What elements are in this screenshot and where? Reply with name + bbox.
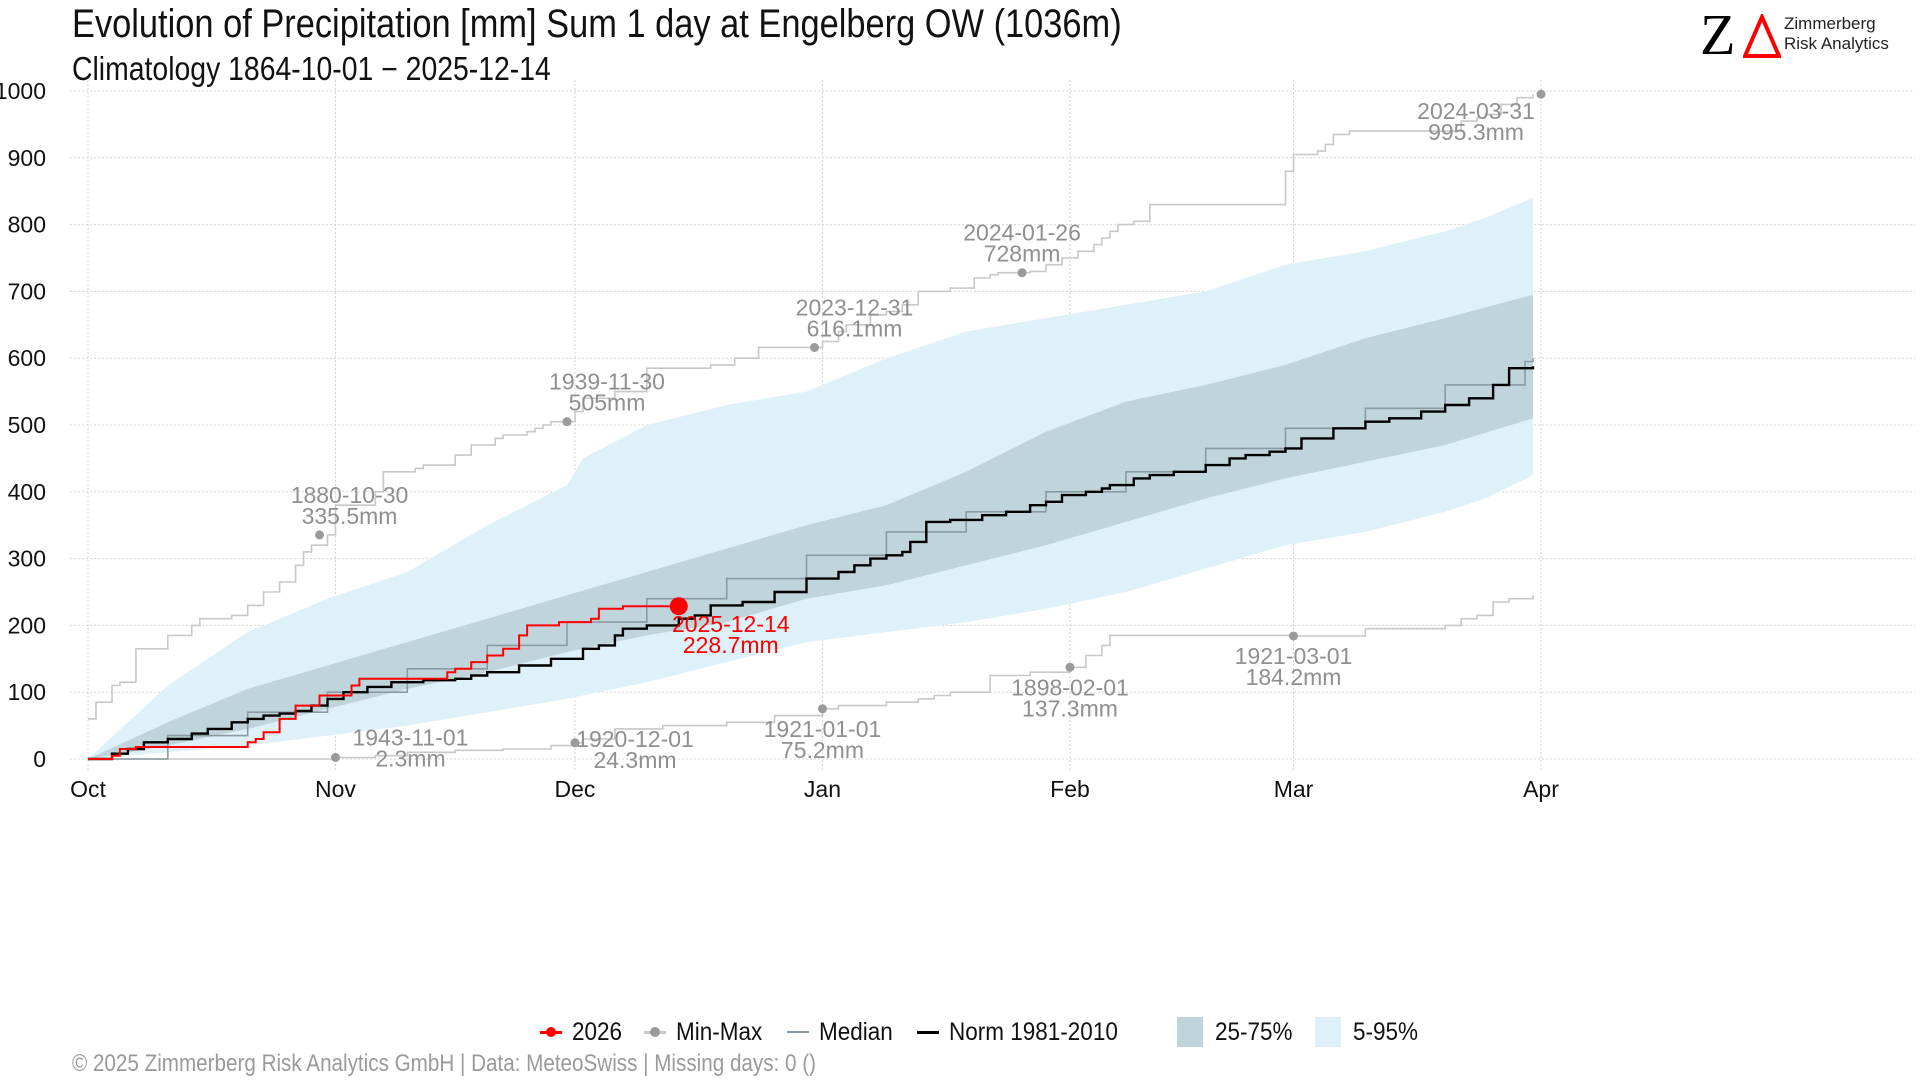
chart-title: Evolution of Precipitation [mm] Sum 1 da… [72, 2, 1122, 46]
logo-line2: Risk Analytics [1784, 34, 1889, 53]
chart-subtitle: Climatology 1864-10-01 − 2025-12-14 [72, 50, 551, 87]
annotation-value: 75.2mm [781, 737, 864, 763]
annotation-value: 24.3mm [593, 747, 676, 773]
current-point [669, 597, 688, 616]
y-tick-label: 100 [8, 679, 46, 705]
extreme-point [570, 738, 580, 748]
y-tick-label: 800 [8, 212, 46, 238]
annotation-value: 137.3mm [1022, 695, 1118, 721]
band-25-75 [88, 294, 1533, 759]
y-tick-label: 900 [8, 145, 46, 171]
annotation-value: 2.3mm [375, 745, 445, 771]
annotation-date: 2025-12-14 [672, 611, 790, 637]
legend-item-5-95: 5-95% [1315, 1017, 1425, 1047]
y-tick-label: 400 [8, 479, 46, 505]
min-line [88, 595, 1534, 760]
legend-label: Norm 1981-2010 [949, 1017, 1119, 1046]
annotation-value: 228.7mm [683, 632, 779, 658]
x-tick-label: Nov [315, 776, 356, 802]
legend-key-min-max [642, 1019, 668, 1045]
annotation-date: 1920-12-01 [576, 726, 694, 752]
legend-key-norm [915, 1019, 941, 1045]
annotation-value: 505mm [569, 390, 646, 416]
extreme-point [1017, 268, 1027, 278]
legend-item-25-75: 25-75% [1151, 1017, 1301, 1047]
extreme-point [315, 530, 325, 540]
y-axis-ticks: 0 100 200 300 400 500 600 700 800 900 1000 [0, 78, 46, 772]
current-year-line [88, 605, 679, 760]
legend-label: 25-75% [1215, 1017, 1293, 1046]
legend-label: Min-Max [675, 1017, 762, 1046]
y-tick-label: 600 [8, 345, 46, 371]
legend: 2026 Min-Max Median Norm 1981-2010 25-75… [538, 1015, 1440, 1049]
annotation-points [315, 89, 1546, 762]
annotation-value: 728mm [984, 241, 1061, 267]
y-tick-label: 200 [8, 612, 46, 638]
annotation-value: 335.5mm [302, 503, 398, 529]
logo-line1: Zimmerberg [1784, 14, 1876, 33]
annotation-date: 2024-01-26 [963, 220, 1081, 246]
x-axis-ticks: Oct Nov Dec Jan Feb Mar Apr [70, 776, 1559, 802]
annotation-date: 1943-11-01 [353, 724, 469, 750]
company-logo: Z Zimmerberg Risk Analytics [1700, 6, 1910, 64]
max-line [88, 94, 1534, 720]
logo-triangle-icon [1743, 14, 1781, 58]
legend-label: 5-95% [1353, 1017, 1419, 1046]
x-tick-label: Feb [1050, 776, 1090, 802]
annotation-date: 2024-03-31 [1417, 98, 1535, 124]
norm-line [88, 366, 1535, 761]
annotation-date: 1880-10-30 [291, 482, 409, 508]
annotation-date: 1898-02-01 [1011, 674, 1129, 700]
footer-credits: © 2025 Zimmerberg Risk Analytics GmbH | … [72, 1050, 816, 1077]
y-tick-label: 300 [8, 546, 46, 572]
legend-item-2026: 2026 [538, 1018, 628, 1047]
extreme-point [330, 752, 340, 762]
x-tick-label: Jan [804, 776, 841, 802]
annotation-date: 2023-12-31 [796, 294, 914, 320]
x-tick-label: Oct [70, 776, 106, 802]
logo-text: Zimmerberg Risk Analytics [1784, 14, 1889, 54]
legend-item-min-max: Min-Max [642, 1018, 772, 1047]
annotation-value: 184.2mm [1246, 664, 1342, 690]
extreme-point [1289, 631, 1299, 641]
annotation-value: 616.1mm [807, 315, 903, 341]
legend-item-median: Median [785, 1018, 901, 1047]
percentile-bands [88, 197, 1533, 759]
annotation-date: 1921-03-01 [1235, 643, 1353, 669]
extreme-point [817, 704, 827, 714]
x-tick-label: Mar [1274, 776, 1314, 802]
y-tick-label: 0 [33, 746, 46, 772]
extreme-point [1065, 662, 1075, 672]
extreme-point [810, 342, 819, 352]
y-tick-label: 700 [8, 278, 46, 304]
annotation-date: 1921-01-01 [764, 716, 882, 742]
annotation-date: 1939-11-30 [549, 369, 665, 395]
x-tick-label: Dec [555, 776, 596, 802]
legend-item-norm: Norm 1981-2010 [915, 1018, 1137, 1047]
legend-key-5-95 [1315, 1017, 1342, 1047]
legend-key-25-75 [1177, 1017, 1204, 1047]
x-tick-label: Apr [1523, 776, 1559, 802]
y-tick-label: 500 [8, 412, 46, 438]
legend-key-median [785, 1019, 811, 1045]
extreme-point [562, 417, 572, 427]
band-5-95 [88, 197, 1533, 759]
series-lines [88, 94, 1535, 761]
extreme-point [1536, 89, 1546, 99]
legend-label: Median [819, 1017, 894, 1046]
y-tick-label: 1000 [0, 78, 46, 104]
annotation-value: 995.3mm [1428, 119, 1524, 145]
logo-letter: Z [1700, 2, 1736, 67]
legend-key-2026 [538, 1019, 564, 1045]
legend-label: 2026 [572, 1017, 623, 1046]
